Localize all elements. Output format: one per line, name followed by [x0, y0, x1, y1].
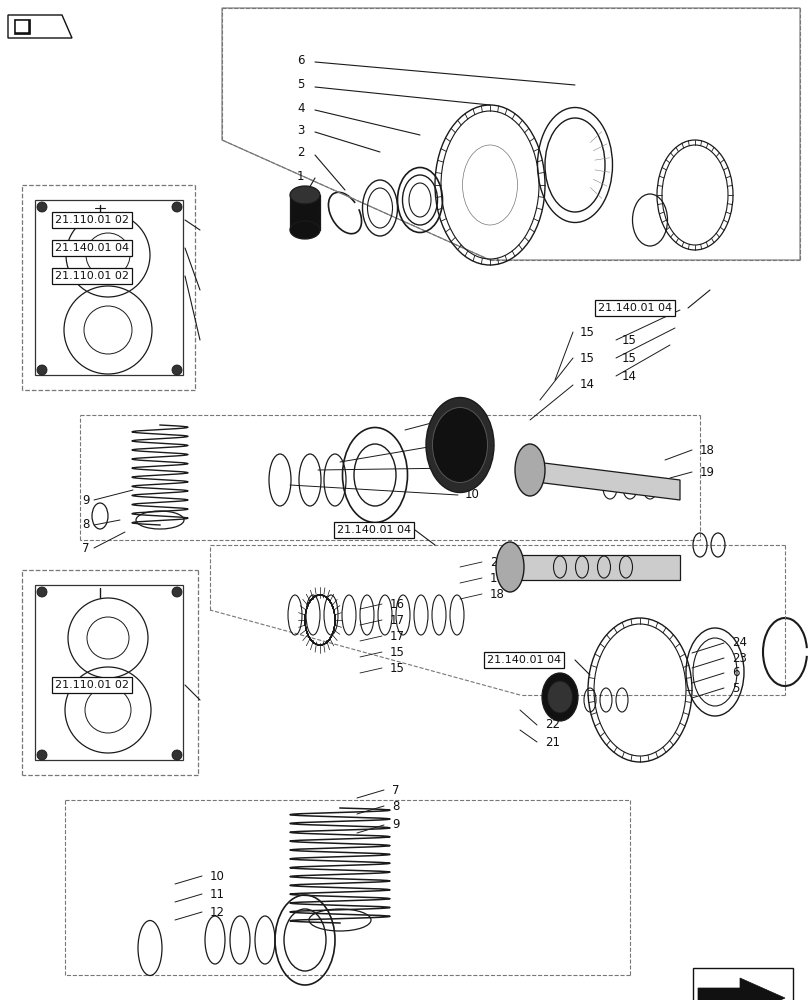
Text: 15: 15	[580, 352, 595, 364]
Circle shape	[37, 202, 47, 212]
Text: 9: 9	[82, 493, 90, 506]
Text: 21.140.01 04: 21.140.01 04	[337, 525, 411, 535]
Text: 12: 12	[465, 436, 480, 448]
Text: 17: 17	[390, 613, 405, 626]
Text: 24: 24	[732, 637, 747, 650]
Circle shape	[172, 202, 182, 212]
Text: 22: 22	[545, 718, 560, 732]
Text: 16: 16	[390, 597, 405, 610]
Polygon shape	[290, 195, 320, 230]
Polygon shape	[698, 978, 785, 1000]
Text: 3: 3	[297, 123, 305, 136]
Text: 15: 15	[390, 646, 405, 658]
Text: 10: 10	[210, 869, 225, 882]
Text: 18: 18	[490, 587, 505, 600]
Ellipse shape	[426, 397, 494, 492]
Text: 21.140.01 04: 21.140.01 04	[598, 303, 672, 313]
Bar	[693, 968, 793, 1000]
Text: 21.110.01 02: 21.110.01 02	[55, 271, 129, 281]
Polygon shape	[500, 555, 680, 580]
Text: 17: 17	[390, 630, 405, 643]
Circle shape	[37, 750, 47, 760]
Ellipse shape	[496, 542, 524, 592]
Polygon shape	[14, 19, 30, 34]
Text: 7: 7	[82, 542, 90, 554]
Text: 21.110.01 02: 21.110.01 02	[55, 215, 129, 225]
Text: 13: 13	[465, 410, 480, 422]
Text: 6: 6	[732, 666, 739, 680]
Circle shape	[37, 365, 47, 375]
Ellipse shape	[290, 221, 320, 239]
Polygon shape	[16, 21, 28, 32]
Ellipse shape	[515, 444, 545, 496]
Text: 2: 2	[297, 146, 305, 159]
Polygon shape	[520, 460, 680, 500]
Text: 18: 18	[700, 444, 715, 456]
Text: 10: 10	[465, 488, 480, 502]
Text: 21.140.01 04: 21.140.01 04	[55, 243, 129, 253]
Text: 20: 20	[490, 556, 505, 568]
Text: 6: 6	[297, 53, 305, 66]
Bar	[35, 200, 183, 375]
Text: 11: 11	[465, 462, 480, 475]
Text: 14: 14	[622, 369, 637, 382]
Text: 7: 7	[392, 784, 399, 796]
Text: 5: 5	[297, 79, 305, 92]
Ellipse shape	[548, 681, 573, 713]
Ellipse shape	[542, 673, 578, 721]
Ellipse shape	[432, 408, 487, 483]
Polygon shape	[8, 15, 72, 38]
Text: 15: 15	[622, 352, 637, 364]
Text: 15: 15	[390, 662, 405, 674]
Circle shape	[172, 587, 182, 597]
Text: 5: 5	[732, 682, 739, 694]
Text: 1: 1	[297, 169, 305, 182]
Circle shape	[37, 587, 47, 597]
Text: 14: 14	[580, 378, 595, 391]
Text: 12: 12	[210, 906, 225, 918]
Text: 11: 11	[210, 888, 225, 900]
Text: 21.110.01 02: 21.110.01 02	[55, 680, 129, 690]
Text: 23: 23	[732, 652, 747, 664]
Text: 9: 9	[392, 818, 399, 832]
Text: 8: 8	[82, 518, 90, 532]
Text: 15: 15	[622, 334, 637, 347]
Text: 4: 4	[297, 102, 305, 114]
Circle shape	[172, 750, 182, 760]
Text: 19: 19	[700, 466, 715, 479]
Ellipse shape	[290, 186, 320, 204]
Text: 15: 15	[580, 326, 595, 338]
Text: 19: 19	[490, 572, 505, 584]
Circle shape	[172, 365, 182, 375]
Text: 8: 8	[392, 800, 399, 812]
Bar	[35, 585, 183, 760]
Text: 21: 21	[545, 736, 560, 748]
Text: 21.140.01 04: 21.140.01 04	[487, 655, 561, 665]
